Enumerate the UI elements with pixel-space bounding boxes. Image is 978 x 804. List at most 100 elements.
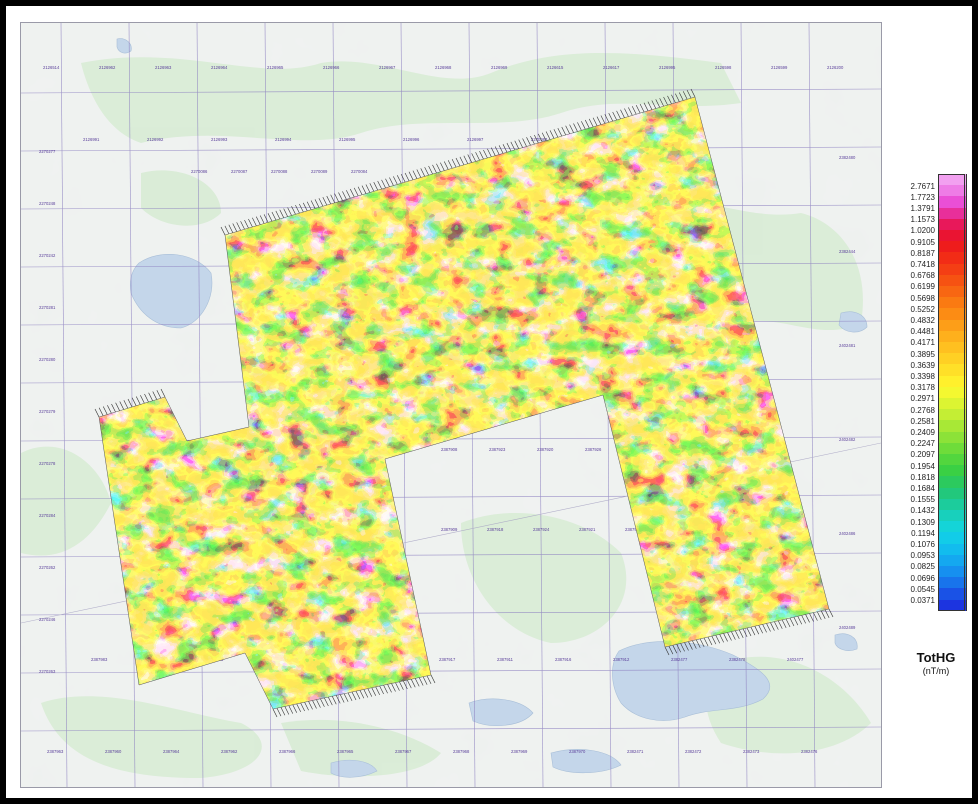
tick (271, 211, 277, 221)
legend-label: 0.0545 (910, 584, 935, 594)
legend-label: 0.2581 (910, 416, 935, 426)
claim-label: 2402477 (787, 657, 804, 662)
tick (295, 205, 300, 214)
tick (793, 617, 799, 626)
claim-label: 2402481 (839, 343, 856, 348)
claim-label: 2126963 (155, 65, 172, 70)
tick (735, 630, 740, 639)
tick (280, 707, 286, 716)
lakes (116, 38, 868, 778)
tick (369, 183, 375, 192)
tick (152, 391, 158, 400)
tick (487, 148, 492, 157)
legend-swatch (938, 364, 967, 376)
tick (318, 198, 324, 207)
claim-label: 2387911 (497, 657, 514, 662)
tick (377, 180, 382, 190)
claim-label: 2387912 (613, 657, 630, 662)
claim-label: 2387963 (47, 749, 64, 754)
tick (678, 92, 684, 101)
tick (102, 406, 108, 415)
tick (471, 153, 476, 162)
legend-label: 0.0371 (910, 596, 935, 605)
claim-label: 2387966 (279, 749, 296, 754)
tick (304, 702, 309, 711)
legend-label: 0.0696 (910, 573, 935, 583)
tick (557, 127, 563, 137)
tick (451, 159, 457, 168)
tick (672, 645, 678, 654)
tick (259, 215, 265, 224)
tick (750, 626, 756, 636)
legend-label: 0.1954 (910, 461, 935, 471)
tick (676, 644, 681, 653)
tick (375, 686, 380, 696)
tick (635, 104, 641, 114)
tick (263, 214, 269, 223)
tick (443, 161, 449, 170)
tick (300, 702, 305, 712)
claim-label: 2126968 (435, 65, 452, 70)
tick (123, 400, 129, 409)
tick (592, 117, 598, 126)
claim-label: 2387908 (441, 447, 458, 452)
legend-swatch (938, 241, 967, 253)
tick (785, 618, 791, 628)
legend-label: 1.3791 (910, 204, 935, 213)
claim-label: 2126966 (323, 65, 340, 70)
claim-label: 2387909 (441, 527, 458, 532)
tick (334, 193, 339, 202)
tick (404, 172, 410, 182)
legend-swatch (938, 398, 967, 410)
claim-label: 2387968 (453, 749, 470, 754)
tick (119, 401, 125, 410)
tick (483, 149, 488, 159)
tick (758, 625, 763, 634)
tick (94, 408, 100, 418)
tick (684, 642, 689, 651)
claim-label: 2387964 (163, 749, 180, 754)
claim-label: 2126995 (339, 137, 356, 142)
tick (565, 125, 570, 134)
tick (624, 108, 629, 117)
claim-label: 2402489 (839, 625, 856, 630)
tick (664, 646, 670, 656)
legend-label: 0.4832 (910, 316, 935, 325)
claim-label: 2387916 (555, 657, 572, 662)
tick (299, 203, 304, 213)
tick (292, 704, 298, 713)
tick (131, 397, 137, 406)
claim-label: 2387970 (569, 749, 586, 754)
claim-label: 2270263 (39, 669, 56, 674)
claim-label: 2126996 (403, 137, 420, 142)
tick (711, 636, 717, 645)
tick (160, 388, 166, 398)
tick (518, 139, 523, 148)
tick (111, 403, 116, 413)
tick (308, 701, 313, 710)
legend-swatch (938, 218, 967, 230)
claim-label: 2387924 (533, 527, 550, 532)
tick (393, 176, 398, 185)
tick (287, 207, 292, 216)
tick (416, 169, 422, 178)
claim-label: 2270088 (271, 169, 288, 174)
tick (343, 693, 349, 702)
legend-swatch (938, 476, 967, 488)
legend-title: TotHG (916, 650, 956, 665)
claim-label: 2126200 (827, 65, 844, 70)
tick (363, 689, 369, 698)
tick (436, 163, 441, 172)
tick (719, 634, 724, 643)
legend-label: 0.4171 (910, 338, 935, 348)
tick (809, 613, 814, 622)
tick (455, 157, 461, 167)
legend-swatch (938, 431, 967, 443)
survey-map[interactable]: 2126514 2126962 2126963 2126964 2126965 21269… (20, 22, 882, 788)
tick (399, 681, 404, 690)
tick (367, 688, 373, 697)
tick (320, 698, 325, 707)
tick (335, 695, 341, 704)
grid-line (21, 146, 881, 152)
tick (774, 621, 779, 630)
